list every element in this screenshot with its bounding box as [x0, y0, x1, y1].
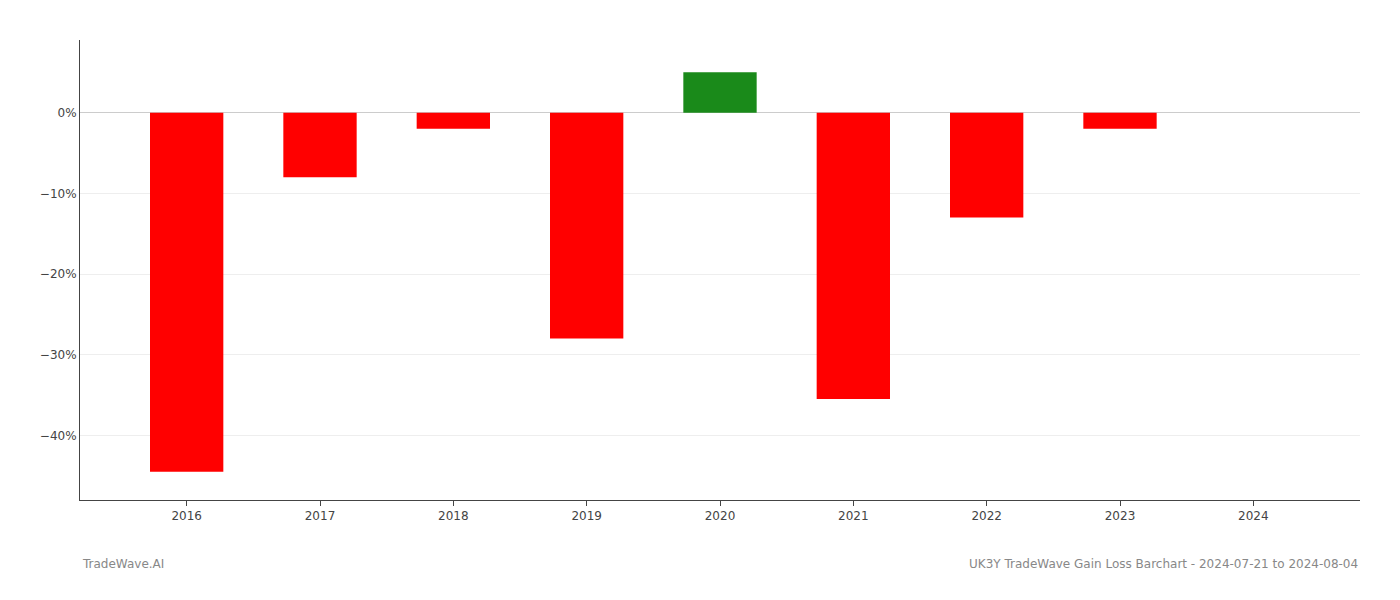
svg-text:−10%: −10% [40, 187, 77, 201]
svg-text:TradeWave.AI: TradeWave.AI [82, 557, 164, 571]
svg-text:−30%: −30% [40, 348, 77, 362]
svg-text:2021: 2021 [838, 509, 869, 523]
svg-text:2017: 2017 [305, 509, 336, 523]
svg-text:UK3Y TradeWave Gain Loss Barch: UK3Y TradeWave Gain Loss Barchart - 2024… [969, 557, 1358, 571]
svg-text:2019: 2019 [571, 509, 602, 523]
svg-text:−40%: −40% [40, 429, 77, 443]
svg-text:0%: 0% [58, 106, 77, 120]
svg-text:2022: 2022 [971, 509, 1002, 523]
svg-text:2024: 2024 [1238, 509, 1269, 523]
svg-text:−20%: −20% [40, 267, 77, 281]
svg-text:2023: 2023 [1105, 509, 1136, 523]
svg-text:2016: 2016 [171, 509, 202, 523]
svg-text:2020: 2020 [705, 509, 736, 523]
svg-text:2018: 2018 [438, 509, 469, 523]
